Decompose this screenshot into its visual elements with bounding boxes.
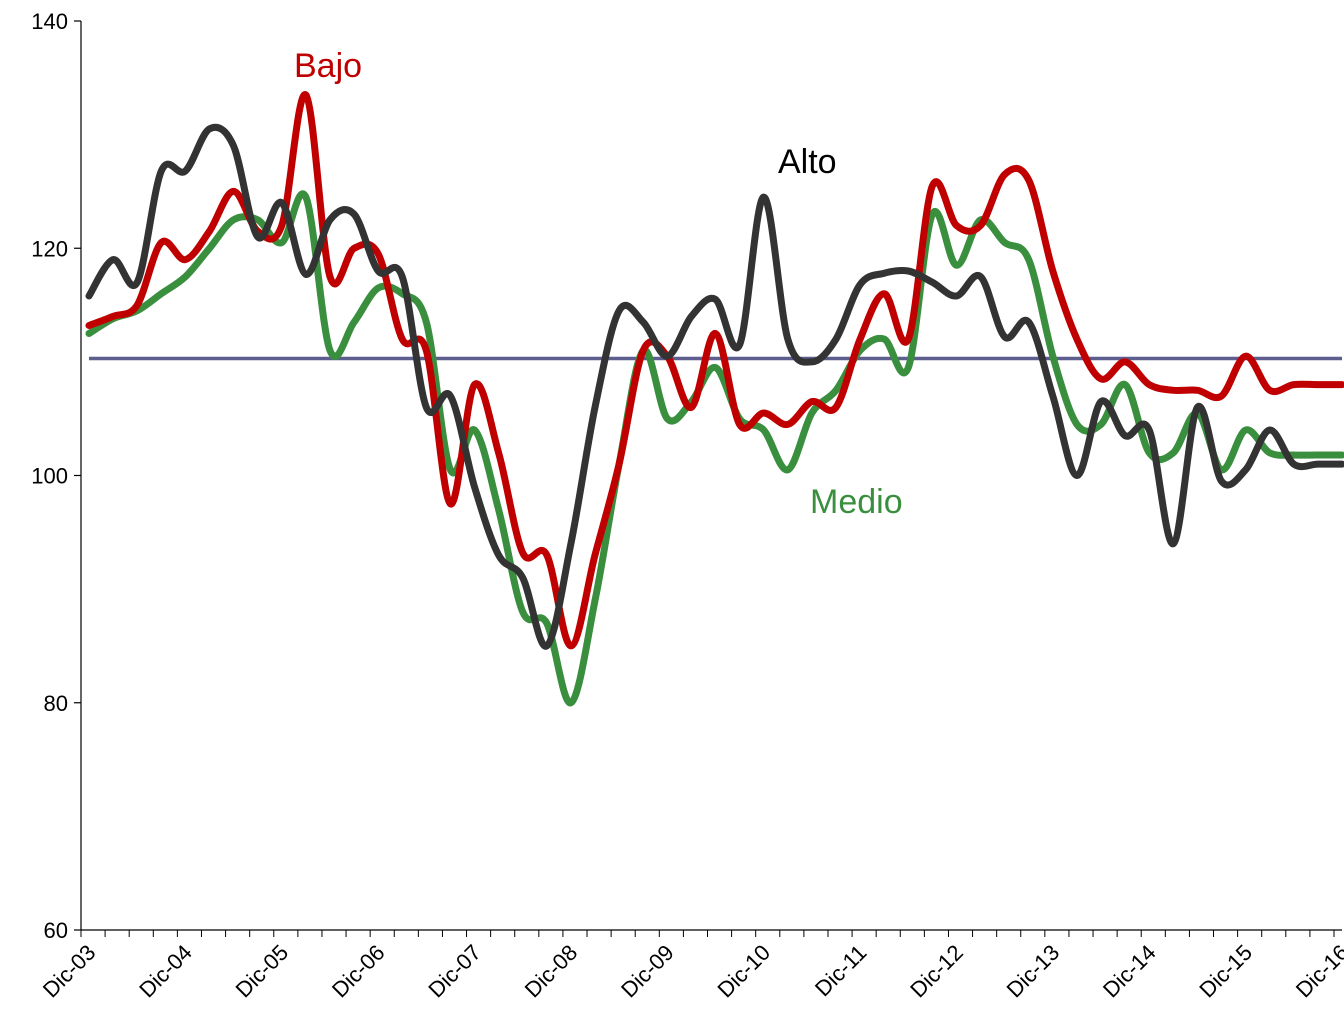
series-line-alto	[85, 123, 1344, 650]
series-line-bajo	[85, 91, 1344, 650]
y-tick-label: 120	[31, 236, 68, 261]
series-layer	[85, 91, 1344, 707]
y-tick-label: 140	[31, 9, 68, 34]
x-tick-label: Dic-07	[423, 940, 486, 1003]
x-tick-label: Dic-08	[520, 940, 583, 1003]
x-tick-label: Dic-13	[1002, 940, 1065, 1003]
x-tick-label: Dic-04	[134, 940, 197, 1003]
y-tick-label: 100	[31, 464, 68, 489]
x-tick-label: Dic-03	[38, 940, 101, 1003]
y-tick-label: 80	[44, 691, 68, 716]
x-tick-label: Dic-12	[905, 940, 968, 1003]
x-tick-label: Dic-05	[231, 940, 294, 1003]
x-tick-label: Dic-15	[1194, 940, 1257, 1003]
series-label-bajo: Bajo	[294, 47, 362, 85]
x-tick-label: Dic-09	[616, 940, 679, 1003]
series-labels-layer: Bajo Alto Medio	[294, 47, 903, 521]
x-tick-label: Dic-16	[1291, 940, 1344, 1003]
x-tick-label: Dic-10	[712, 940, 775, 1003]
x-tick-label: Dic-14	[1098, 940, 1161, 1003]
y-tick-label: 60	[44, 918, 68, 943]
x-tick-label: Dic-11	[810, 940, 871, 1001]
series-label-alto: Alto	[778, 143, 837, 181]
series-label-medio: Medio	[810, 483, 903, 521]
x-tick-label: Dic-06	[327, 940, 390, 1003]
axes: 60 80 100 120 140 Dic-03 Dic-04 Dic-05 Dic-06 Dic…	[31, 9, 1344, 1002]
